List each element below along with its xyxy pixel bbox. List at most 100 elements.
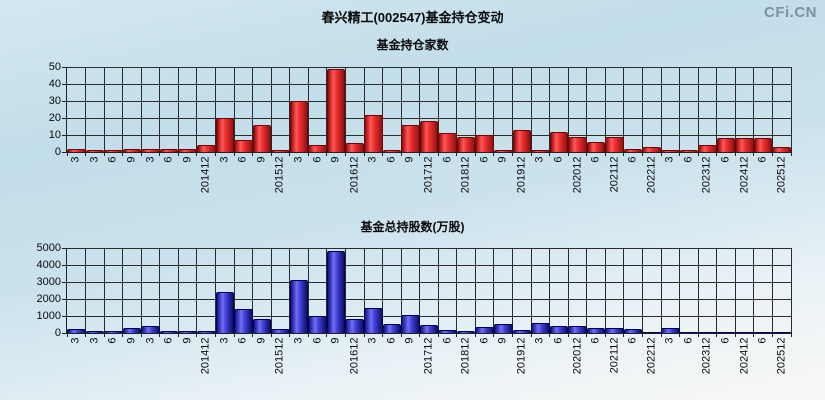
bar [679,332,699,333]
x-axis-tick [419,152,421,156]
x-axis-label: 3 [69,337,82,344]
x-axis-tick [122,152,124,156]
bar [178,331,197,333]
x-axis-tick [252,333,254,337]
x-axis-label: 9 [403,156,416,163]
gridline [67,298,791,300]
gridline [67,315,791,317]
gridline [456,67,458,152]
bar [196,145,216,152]
x-axis-tick [586,333,588,337]
x-axis-tick [697,152,699,156]
x-axis-tick [586,152,588,156]
bar [141,326,160,333]
x-axis-label: 201412 [199,337,212,374]
gridline [660,67,662,152]
x-axis-label: 9 [125,337,138,344]
bar [623,149,643,152]
x-axis-tick [363,152,365,156]
x-axis-label: 201712 [422,156,435,193]
x-axis-label: 6 [682,337,695,344]
x-axis-label: 3 [366,156,379,163]
x-axis-tick [196,152,198,156]
bar [568,326,587,333]
bar [438,133,457,152]
x-axis-tick [530,152,532,156]
bar [456,137,476,152]
x-axis-label: 202212 [645,337,658,374]
gridline [363,67,365,152]
y-axis-label: 4000 [36,259,61,271]
x-axis-label: 6 [682,156,695,163]
y-axis-label: 10 [48,129,61,141]
gridline [196,248,198,333]
x-axis-tick [771,152,773,156]
bar [493,324,513,333]
gridline [307,248,309,333]
gridline [400,248,402,333]
gridline [586,248,588,333]
x-axis-tick [177,333,179,337]
gridline [474,248,476,333]
x-axis-tick [549,152,551,156]
x-axis-label: 202012 [571,156,583,193]
bar [661,328,680,333]
x-axis-tick [567,333,569,337]
gridline [159,248,161,333]
gridline [215,248,216,333]
gridline [604,67,606,152]
x-axis-label: 6 [626,156,639,163]
y-axis-label: 20 [48,112,61,124]
bar [642,147,662,152]
gridline [679,248,681,333]
x-axis-label: 9 [181,156,194,163]
x-axis-label: 201812 [459,337,472,374]
bar [605,137,624,152]
gridline [530,67,532,152]
gridline [623,67,625,152]
bar [85,331,105,333]
gridline [67,83,791,85]
bar [159,149,179,152]
gridline [307,67,309,152]
bar [438,330,457,333]
bar [772,147,791,152]
x-axis-label: 202412 [738,156,751,193]
x-axis-tick [753,152,755,156]
bar [549,326,569,333]
x-axis-label: 202312 [700,337,713,374]
x-axis-tick [326,152,328,156]
x-axis-tick [790,333,792,337]
bar [753,138,773,152]
gridline [790,248,792,333]
gridline [679,67,681,152]
x-axis-label: 202212 [645,156,658,193]
x-axis-tick [122,333,124,337]
bar [679,150,699,152]
x-axis-label: 3 [69,156,82,163]
bar [549,132,569,152]
x-axis-label: 6 [441,337,454,344]
bar [104,331,123,333]
x-axis-label: 6 [756,156,769,163]
x-axis-tick [344,333,346,337]
gridline [586,67,588,152]
y-axis-label: 0 [54,146,61,158]
y-axis-tick [62,264,66,266]
bar [586,328,606,333]
y-axis-tick [62,83,66,85]
bar [252,125,272,152]
x-axis-tick [567,152,569,156]
gridline [159,67,161,152]
bar [85,150,105,152]
gridline [67,100,791,102]
y-axis-label: 30 [48,95,61,107]
gridline [215,67,216,152]
gridline [697,67,699,152]
gridline [67,281,791,283]
x-axis-label: 202112 [608,337,621,373]
gridline [270,248,272,333]
x-axis-tick [400,152,402,156]
gridline [716,67,718,152]
x-axis-tick [252,152,254,156]
